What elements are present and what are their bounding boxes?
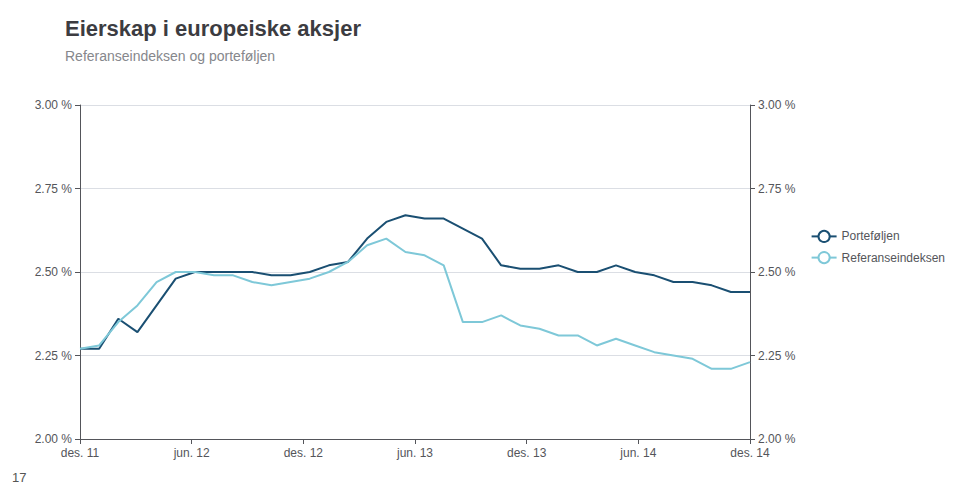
svg-text:jun. 14: jun. 14	[619, 446, 656, 460]
svg-text:2.25 %: 2.25 %	[758, 349, 796, 363]
svg-text:2.25 %: 2.25 %	[35, 349, 73, 363]
svg-text:jun. 13: jun. 13	[396, 446, 433, 460]
svg-text:2.00 %: 2.00 %	[758, 432, 796, 446]
svg-text:2.75 %: 2.75 %	[35, 182, 73, 196]
svg-text:des. 12: des. 12	[284, 446, 324, 460]
svg-text:des. 11: des. 11	[61, 446, 100, 460]
svg-text:3.00 %: 3.00 %	[35, 98, 73, 112]
svg-text:Eierskap i europeiske aksjer: Eierskap i europeiske aksjer	[65, 16, 361, 41]
svg-text:jun. 12: jun. 12	[173, 446, 210, 460]
svg-text:3.00 %: 3.00 %	[758, 98, 796, 112]
svg-text:2.00 %: 2.00 %	[35, 432, 73, 446]
svg-text:Referanseindeksen: Referanseindeksen	[842, 251, 945, 265]
svg-text:2.50 %: 2.50 %	[35, 265, 73, 279]
svg-text:des. 13: des. 13	[507, 446, 547, 460]
svg-text:Porteføljen: Porteføljen	[842, 229, 900, 243]
svg-text:des. 14: des. 14	[730, 446, 770, 460]
svg-text:2.50 %: 2.50 %	[758, 265, 796, 279]
svg-text:Referanseindeksen og portefølj: Referanseindeksen og porteføljen	[65, 48, 275, 64]
svg-text:2.75 %: 2.75 %	[758, 182, 796, 196]
svg-text:17: 17	[12, 470, 26, 485]
